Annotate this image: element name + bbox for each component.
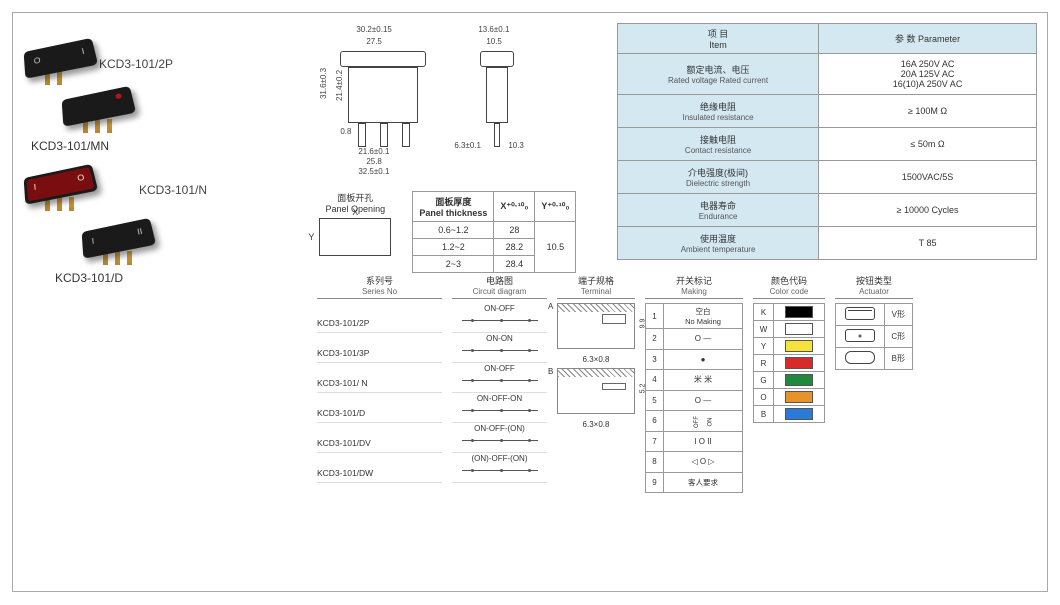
actuator-column: 按钮类型Actuator V形C形B形 bbox=[835, 274, 913, 370]
circuit-item: ON-OFF-(ON) bbox=[452, 423, 547, 453]
color-row: Y bbox=[754, 338, 825, 355]
actuator-row: B形 bbox=[836, 348, 913, 370]
dimension-drawing: 30.2±0.15 27.5 31.6±0.3 21.4±0.2 0.8 21.… bbox=[310, 23, 601, 173]
series-item: KCD3-101/D bbox=[317, 393, 442, 423]
product-label: KCD3-101/D bbox=[55, 271, 294, 285]
making-row: 7I O II bbox=[646, 431, 743, 452]
color-row: K bbox=[754, 304, 825, 321]
making-column: 开关标记Making 1空白No Making2O —3●4米 米5O —6OF… bbox=[645, 274, 743, 493]
panel-row: 面板开孔Panel Opening X Y 面板厚度Panel thicknes… bbox=[310, 191, 601, 273]
product-label: KCD3-101/2P bbox=[99, 57, 173, 71]
right-column: 项 目 Item 参 数 Parameter 额定电流、电压Rated volt… bbox=[617, 23, 1037, 581]
color-row: W bbox=[754, 321, 825, 338]
series-item: KCD3-101/ N bbox=[317, 363, 442, 393]
making-row: 5O — bbox=[646, 390, 743, 411]
parameter-table: 项 目 Item 参 数 Parameter 额定电流、电压Rated volt… bbox=[617, 23, 1037, 260]
circuit-item: (ON)-OFF-(ON) bbox=[452, 453, 547, 483]
circuit-column: 电路图Circuit diagram ON-OFFON-ONON-OFFON-O… bbox=[452, 274, 547, 483]
making-row: 8◁ O ▷ bbox=[646, 452, 743, 473]
product-label: KCD3-101/N bbox=[139, 183, 207, 197]
color-row: G bbox=[754, 372, 825, 389]
product-0: OI KCD3-101/2P bbox=[23, 43, 294, 85]
color-row: R bbox=[754, 355, 825, 372]
circuit-item: ON-ON bbox=[452, 333, 547, 363]
making-row: 3● bbox=[646, 349, 743, 370]
product-1 bbox=[61, 91, 294, 133]
actuator-row: C形 bbox=[836, 326, 913, 348]
series-item: KCD3-101/DW bbox=[317, 453, 442, 483]
circuit-item: ON-OFF bbox=[452, 303, 547, 333]
making-row: 9客人要求 bbox=[646, 472, 743, 493]
making-row: 6OFF ON bbox=[646, 411, 743, 432]
color-row: O bbox=[754, 389, 825, 406]
actuator-row: V形 bbox=[836, 304, 913, 326]
legend-row: 系列号Series No KCD3-101/2PKCD3-101/3PKCD3-… bbox=[317, 274, 1037, 493]
color-column: 颜色代码Color code KWYRGOB bbox=[753, 274, 825, 423]
making-row: 1空白No Making bbox=[646, 304, 743, 329]
panel-opening: 面板开孔Panel Opening X Y bbox=[310, 191, 400, 260]
series-item: KCD3-101/2P bbox=[317, 303, 442, 333]
circuit-item: ON-OFF bbox=[452, 363, 547, 393]
product-label: KCD3-101/MN bbox=[31, 139, 294, 153]
product-3: III bbox=[81, 223, 294, 265]
product-2: IO KCD3-101/N bbox=[23, 169, 294, 211]
series-item: KCD3-101/3P bbox=[317, 333, 442, 363]
terminal-column: 端子规格Terminal A 9.9 6.3×0.8 B 5.2 6.3×0.8 bbox=[557, 274, 635, 433]
series-column: 系列号Series No KCD3-101/2PKCD3-101/3PKCD3-… bbox=[317, 274, 442, 483]
making-row: 2O — bbox=[646, 329, 743, 350]
products-column: OI KCD3-101/2P KCD3-101/MN IO KCD3-101/N… bbox=[23, 23, 294, 581]
thickness-table: 面板厚度Panel thickness X⁺⁰·¹⁰₀ Y⁺⁰·¹⁰₀ 0.6~… bbox=[412, 191, 576, 273]
color-row: B bbox=[754, 406, 825, 423]
circuit-item: ON-OFF-ON bbox=[452, 393, 547, 423]
series-item: KCD3-101/DV bbox=[317, 423, 442, 453]
datasheet-page: OI KCD3-101/2P KCD3-101/MN IO KCD3-101/N… bbox=[12, 12, 1048, 592]
making-row: 4米 米 bbox=[646, 370, 743, 391]
